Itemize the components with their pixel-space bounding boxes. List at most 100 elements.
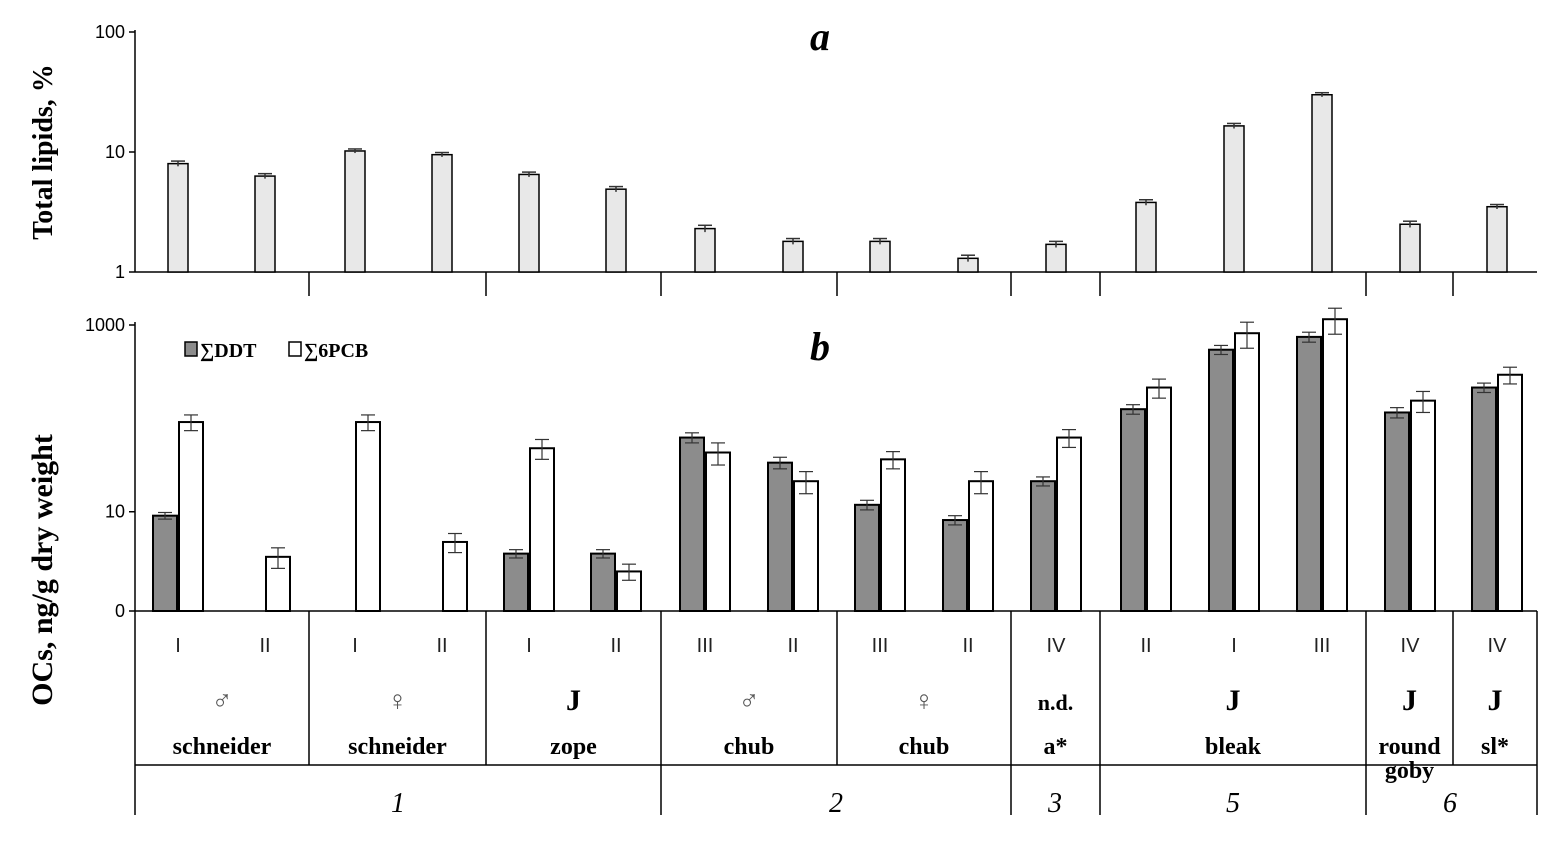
lipid-bar bbox=[431, 153, 453, 273]
pcb-bar bbox=[529, 447, 555, 612]
group-name: sl* bbox=[1481, 734, 1509, 760]
category-label: I bbox=[175, 635, 181, 657]
lipid-bar bbox=[1311, 93, 1333, 273]
panel-a-lipids: 1 10 100 a Total lipids, % bbox=[28, 14, 1537, 296]
pcb-bar bbox=[1146, 386, 1172, 612]
y-tick-label-b: 1000 bbox=[85, 315, 125, 335]
category-label: I bbox=[526, 635, 532, 657]
panel-b-ocs: 0 10 1000 b OCs, ng/g dry weight ∑DDT ∑6PCB bbox=[26, 307, 1537, 706]
group-name-line: round bbox=[1378, 734, 1441, 760]
group-symbol: J bbox=[1402, 684, 1417, 717]
ddt-bar bbox=[767, 461, 793, 612]
category-label: IV bbox=[1047, 635, 1067, 657]
pcb-bar bbox=[880, 458, 906, 612]
legend: ∑DDT ∑6PCB bbox=[184, 340, 368, 362]
pcb-bar bbox=[705, 451, 731, 612]
category-table: I II I II I II III II III II IV II I III IV IV♂schneide… bbox=[134, 611, 1538, 819]
ddt-bar bbox=[590, 552, 616, 613]
pcb-bar bbox=[355, 421, 381, 612]
panel-label-b: b bbox=[810, 324, 830, 369]
category-label: IV bbox=[1488, 635, 1508, 657]
pcb-bar bbox=[442, 540, 468, 612]
category-label: III bbox=[872, 635, 889, 657]
category-label: III bbox=[1314, 635, 1331, 657]
category-label: II bbox=[610, 635, 621, 657]
pcb-bar bbox=[1234, 332, 1260, 612]
ddt-bar bbox=[152, 514, 178, 613]
lipid-bar bbox=[869, 240, 891, 273]
ddt-bar bbox=[1208, 348, 1234, 612]
category-label: IV bbox=[1401, 635, 1421, 657]
site-label: 3 bbox=[1047, 788, 1062, 819]
group-name: schneider bbox=[348, 734, 447, 760]
group-symbol: J bbox=[566, 684, 581, 717]
lipid-bar bbox=[1223, 125, 1245, 273]
y-tick-label-a: 1 bbox=[115, 262, 125, 282]
site-label: 5 bbox=[1226, 788, 1240, 819]
group-name: zope bbox=[550, 734, 597, 760]
ddt-bar bbox=[1120, 408, 1146, 612]
category-label: II bbox=[962, 635, 973, 657]
category-label: III bbox=[697, 635, 714, 657]
category-label: II bbox=[787, 635, 798, 657]
site-label: 1 bbox=[391, 788, 405, 819]
group-symbol: n.d. bbox=[1038, 690, 1073, 715]
category-label: I bbox=[1231, 635, 1237, 657]
group-symbol: ♀ bbox=[387, 685, 408, 716]
lipid-bar bbox=[694, 227, 716, 273]
category-label: I bbox=[352, 635, 358, 657]
ddt-bar bbox=[854, 503, 880, 612]
lipid-bar bbox=[1399, 223, 1421, 273]
y-tick-label-b: 10 bbox=[105, 502, 125, 522]
lipid-bar bbox=[1045, 243, 1067, 273]
lipid-bar bbox=[518, 173, 540, 273]
pcb-bar bbox=[1410, 399, 1436, 612]
pcb-bar bbox=[1322, 318, 1348, 612]
ddt-bar bbox=[942, 519, 968, 613]
pcb-bar bbox=[1056, 436, 1082, 613]
category-label: II bbox=[436, 635, 447, 657]
ddt-bar bbox=[1471, 386, 1497, 612]
category-label: II bbox=[259, 635, 270, 657]
pcb-bar bbox=[1497, 373, 1523, 612]
y-tick-label-a: 10 bbox=[105, 142, 125, 162]
lipid-bar bbox=[782, 240, 804, 273]
ddt-bar bbox=[1384, 411, 1410, 612]
group-name: chub bbox=[899, 734, 950, 760]
y-axis-label-b: OCs, ng/g dry weight bbox=[26, 434, 59, 706]
pcb-bar bbox=[968, 480, 994, 612]
lipid-bar bbox=[1486, 205, 1508, 273]
group-name-line: goby bbox=[1385, 758, 1434, 784]
group-name: a* bbox=[1044, 734, 1068, 760]
group-symbol: ♀ bbox=[914, 685, 935, 716]
y-tick-label-a: 100 bbox=[95, 22, 125, 42]
group-symbol: ♂ bbox=[212, 685, 233, 716]
group-symbol: J bbox=[1226, 684, 1241, 717]
legend-swatch bbox=[184, 341, 198, 357]
group-name: schneider bbox=[173, 734, 272, 760]
pcb-bar bbox=[793, 480, 819, 612]
group-name: bleak bbox=[1205, 734, 1262, 760]
ddt-bar bbox=[1030, 480, 1056, 612]
pcb-bar bbox=[178, 421, 204, 612]
lipid-bar bbox=[1135, 201, 1157, 273]
lipid-bar bbox=[167, 162, 189, 273]
category-label: II bbox=[1140, 635, 1151, 657]
ddt-bar bbox=[503, 552, 529, 613]
lipid-bar bbox=[254, 175, 276, 273]
ddt-bar bbox=[679, 436, 705, 613]
legend-label: ∑6PCB bbox=[304, 340, 368, 362]
group-name: chub bbox=[724, 734, 775, 760]
legend-swatch bbox=[288, 341, 302, 357]
site-label: 6 bbox=[1443, 788, 1457, 819]
group-symbol: ♂ bbox=[739, 685, 760, 716]
y-tick-label-b: 0 bbox=[115, 601, 125, 621]
group-symbol: J bbox=[1488, 684, 1503, 717]
group-name: round goby bbox=[1378, 734, 1441, 784]
ddt-bar bbox=[1296, 335, 1322, 612]
y-axis-label-a: Total lipids, % bbox=[28, 64, 59, 240]
lipid-bar bbox=[344, 150, 366, 273]
panel-label-a: a bbox=[810, 14, 830, 59]
site-label: 2 bbox=[829, 788, 843, 819]
